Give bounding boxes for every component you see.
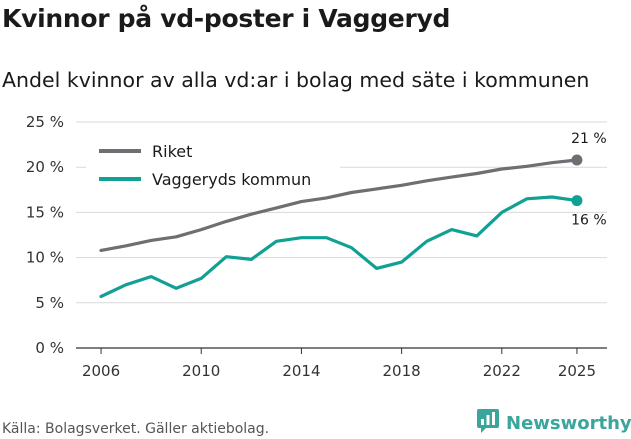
page-subtitle: Andel kvinnor av alla vd:ar i bolag med …	[2, 68, 590, 92]
y-axis-ticks: 0 % 5 % 10 % 15 % 20 % 25 %	[26, 113, 64, 357]
y-tick-label: 15 %	[26, 203, 64, 221]
brand-logo: Newsworthy	[476, 408, 631, 438]
x-tick-label: 2022	[483, 362, 521, 380]
legend: Riket Vaggeryds kommun	[86, 133, 340, 193]
y-tick-label: 0 %	[35, 339, 64, 357]
brand-name: Newsworthy	[506, 412, 631, 434]
series-end-point	[571, 154, 583, 166]
legend-background	[86, 133, 340, 193]
x-tick-label: 2014	[282, 362, 320, 380]
series-end-label: 21 %	[571, 131, 607, 147]
line-chart: 0 %5 %10 %15 %20 %25 % 2006 2010 2014 2018 2…	[26, 113, 607, 380]
series-end-point	[571, 195, 583, 207]
x-axis-ticks: 2006 2010 2014 2018 2022 2025	[82, 348, 596, 380]
newsworthy-logo-icon	[476, 408, 500, 438]
legend-label: Vaggeryds kommun	[152, 170, 311, 189]
y-tick-label: 20 %	[26, 158, 64, 176]
y-tick-label: 5 %	[35, 294, 64, 312]
page-title: Kvinnor på vd-poster i Vaggeryd	[2, 4, 451, 33]
x-tick-label: 2010	[182, 362, 220, 380]
series-line-riket	[99, 158, 579, 252]
y-tick-label: 25 %	[26, 113, 64, 131]
x-tick-label: 2018	[383, 362, 421, 380]
x-tick-label: 2025	[558, 362, 596, 380]
source-note: Källa: Bolagsverket. Gäller aktiebolag.	[2, 421, 270, 437]
series-layer: 21 % 16 %	[99, 131, 607, 299]
series-end-label: 16 %	[571, 213, 607, 229]
x-tick-label: 2006	[82, 362, 120, 380]
series-line-vaggeryds-kommun	[99, 195, 579, 299]
y-tick-label: 10 %	[26, 249, 64, 267]
legend-label: Riket	[152, 142, 192, 161]
